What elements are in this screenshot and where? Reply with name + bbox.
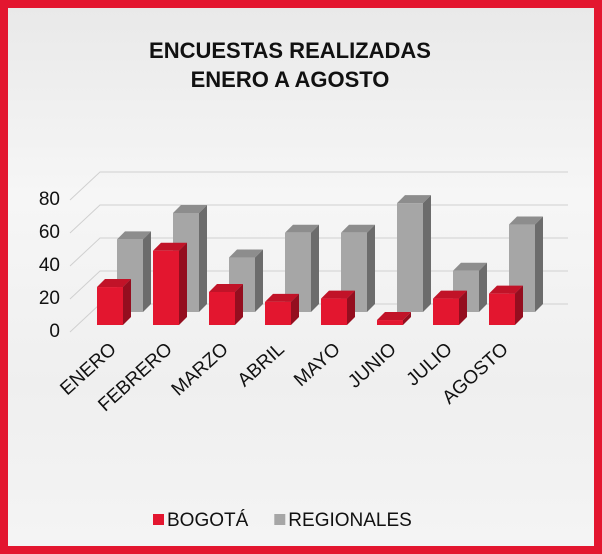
y-tick-label: 40: [39, 255, 60, 276]
bar-3d: [397, 195, 431, 312]
bar-side: [347, 290, 355, 325]
bar-3d: [265, 293, 299, 325]
bar-side: [179, 242, 187, 325]
bar: [265, 301, 291, 325]
bar-3d: [377, 312, 411, 325]
bar-side: [291, 293, 299, 325]
x-tick-label: MARZO: [168, 339, 233, 401]
bar-3d: [209, 284, 243, 325]
bar-top: [321, 290, 355, 299]
x-tick-label: JUNIO: [344, 339, 400, 393]
bar: [489, 293, 515, 325]
bar-side: [479, 262, 487, 312]
legend-swatch: [274, 514, 286, 525]
bar-top: [377, 312, 411, 321]
bar-side: [403, 312, 411, 325]
y-tick-label: 80: [39, 189, 60, 210]
bar-side: [235, 284, 243, 325]
bar-side: [515, 285, 523, 325]
bar-top: [117, 231, 151, 240]
bar: [397, 203, 423, 312]
y-tick-label: 60: [39, 222, 60, 243]
x-tick-label: ABRIL: [234, 339, 289, 391]
chart: ENCUESTAS REALIZADAS ENERO A AGOSTO 0 20 4…: [39, 38, 568, 531]
bar-3d: [173, 205, 207, 312]
bar-top: [285, 224, 319, 233]
bar-top: [341, 224, 375, 233]
y-tick-label: 20: [39, 288, 60, 309]
bar-3d: [321, 290, 355, 325]
bar-top: [265, 293, 299, 302]
bar-3d: [97, 279, 131, 325]
bar: [321, 298, 347, 325]
bar-top: [97, 279, 131, 288]
legend-label: BOGOTÁ: [167, 510, 249, 531]
bar-3d: [153, 242, 187, 325]
grid-line: [69, 171, 568, 201]
bar-side: [535, 216, 543, 312]
bar-side: [143, 231, 151, 312]
bar: [97, 287, 123, 325]
bar-top: [489, 285, 523, 294]
bar: [153, 250, 179, 325]
bar-side: [459, 290, 467, 325]
chart-title: ENCUESTAS REALIZADAS: [149, 38, 431, 63]
bar-side: [199, 205, 207, 312]
bar-top: [509, 216, 543, 225]
y-tick-label: 0: [49, 321, 60, 342]
bar-top: [229, 249, 263, 258]
bar-top: [173, 205, 207, 213]
bar-top: [153, 242, 187, 251]
bar-3d: [433, 290, 467, 325]
bar: [377, 320, 403, 325]
bar-side: [255, 249, 263, 312]
bar-top: [397, 195, 431, 204]
x-tick-label: MAYO: [290, 339, 345, 391]
bar-side: [123, 279, 131, 325]
chart-title: ENERO A AGOSTO: [191, 67, 390, 92]
bar-side: [367, 224, 375, 312]
legend-label: REGIONALES: [288, 510, 412, 531]
bar-side: [423, 195, 431, 312]
legend-swatch: [153, 514, 164, 525]
bar-3d: [489, 285, 523, 325]
bar: [209, 292, 235, 325]
bar-top: [453, 262, 487, 271]
bar-side: [311, 224, 319, 312]
bar-top: [209, 284, 243, 292]
bar: [433, 298, 459, 325]
bar-top: [433, 290, 467, 299]
